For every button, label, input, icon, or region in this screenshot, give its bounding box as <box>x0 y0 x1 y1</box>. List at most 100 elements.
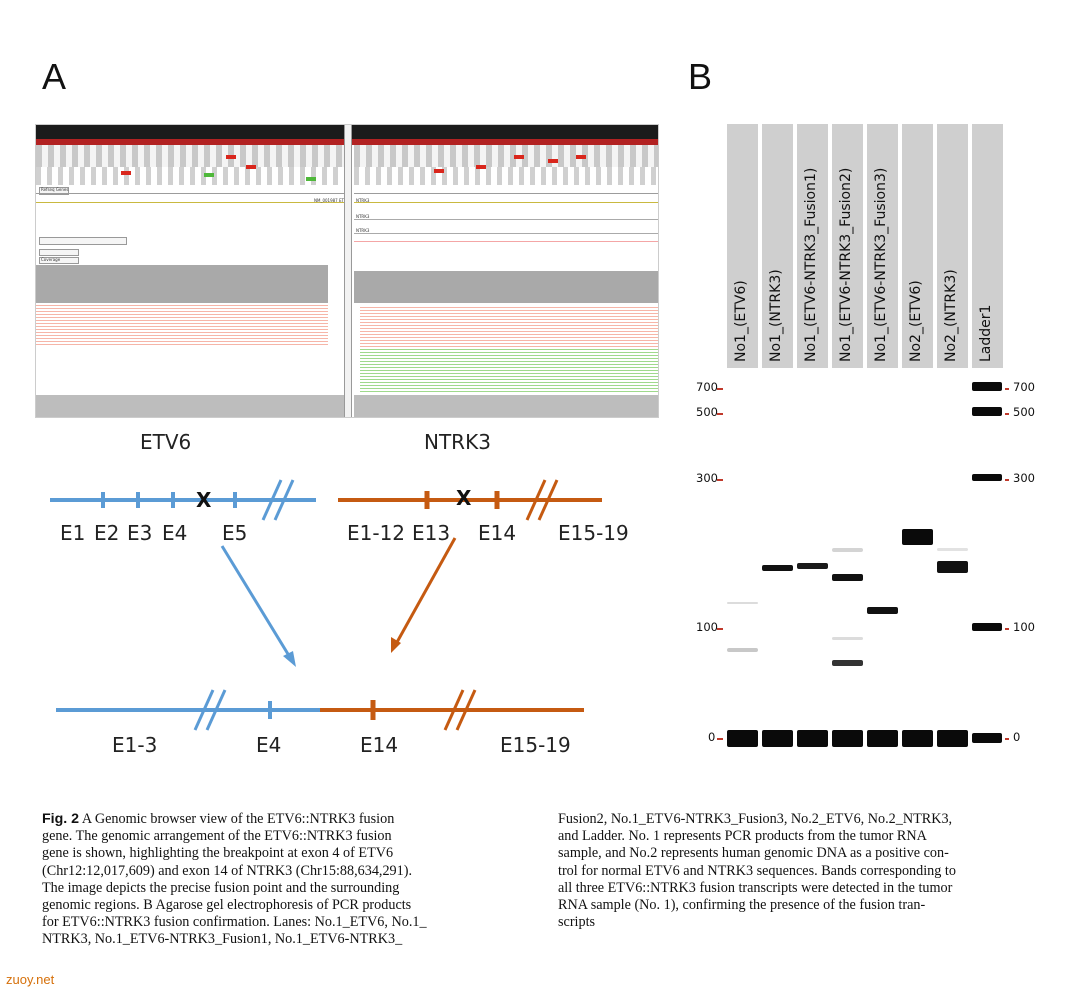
ladder-label: 700 <box>1013 380 1035 394</box>
translation-track-left <box>36 167 344 185</box>
track-label: Coverage <box>41 257 61 262</box>
lane-header <box>867 124 898 368</box>
exon-label: E13 <box>412 521 451 545</box>
coverage-track-right <box>354 271 658 303</box>
sequence-track-left <box>36 145 344 167</box>
caption-line: Fig. 2 A Genomic browser view of the ETV… <box>42 811 522 828</box>
fusion-exon-label: E15-19 <box>500 733 571 757</box>
fusion-schematic <box>50 479 602 731</box>
variant-mark <box>576 155 586 159</box>
size-tick <box>717 388 723 390</box>
ntrk3-break-symbol <box>525 479 547 521</box>
ladder-band <box>972 474 1002 481</box>
caption-line: sample, and No.2 represents human genomi… <box>558 845 949 862</box>
lane-label: No2_(NTRK3) <box>943 269 959 362</box>
caption-line: gene. The genomic arrangement of the ETV… <box>42 828 392 845</box>
band-fusion3 <box>867 607 898 614</box>
track-separator <box>354 193 658 194</box>
gene-title-etv6: ETV6 <box>140 430 192 454</box>
browser-footer-right <box>354 395 658 417</box>
exon-label: E1-12 <box>347 521 406 545</box>
variant-mark <box>476 165 486 169</box>
lane-label: No1_(ETV6-NTRK3_Fusion1) <box>803 167 819 362</box>
size-tick <box>717 413 723 415</box>
etv6-breakpoint-mark: X <box>196 488 212 512</box>
caption-line: NTRK3, No.1_ETV6-NTRK3_Fusion1, No.1_ETV… <box>42 931 403 948</box>
variant-mark <box>434 169 444 173</box>
track-label-box <box>39 257 79 264</box>
caption-line: all three ETV6::NTRK3 fusion transcripts… <box>558 879 953 896</box>
band-fusion1 <box>797 563 828 569</box>
track-label: Refseq Genes <box>41 187 69 192</box>
fusion-break-symbol <box>455 689 477 731</box>
size-tick <box>717 738 723 740</box>
genome-browser-view: Refseq Genes NM_001987 ETV6 NTRK3 NTRK3 … <box>35 124 659 418</box>
gene-label-ntrk3: NTRK3 <box>356 228 370 233</box>
lane-label: No1_(ETV6) <box>733 280 749 362</box>
track-separator <box>36 193 344 194</box>
coverage-track-left <box>36 265 328 303</box>
lane-header <box>832 124 863 368</box>
band-primer-dimer <box>867 730 898 747</box>
gene-line-ntrk3 <box>354 202 658 203</box>
variant-mark <box>204 173 214 177</box>
size-marker: 700 <box>696 380 718 394</box>
reads-track-right <box>360 307 658 347</box>
browser-footer-left <box>36 395 344 417</box>
translation-track-right <box>354 167 658 185</box>
band-etv6-control <box>902 529 933 545</box>
exon-label: E4 <box>162 521 188 545</box>
gel-image <box>725 372 1005 756</box>
caption-line: gene is shown, highlighting the breakpoi… <box>42 845 394 862</box>
etv6-break-symbol <box>261 479 283 521</box>
caption-line: and Ladder. No. 1 represents PCR product… <box>558 828 927 845</box>
band-ntrk3-control <box>937 561 968 573</box>
ladder-band <box>972 382 1002 391</box>
caption-line: scripts <box>558 914 596 931</box>
panel-label-b: B <box>688 56 713 97</box>
watermark: zuoy.net <box>6 972 55 987</box>
ladder-label: 0 <box>1013 730 1021 744</box>
lane-header <box>902 124 933 368</box>
faint-band <box>727 602 758 604</box>
caption-line: RNA sample (No. 1), confirming the prese… <box>558 897 926 914</box>
variant-mark <box>121 171 131 175</box>
caption-line: (Chr12:12,017,609) and exon 14 of NTRK3 … <box>42 862 413 879</box>
gene-line-ntrk3 <box>354 233 658 234</box>
lane-label: Ladder1 <box>978 304 994 362</box>
ladder-band <box>972 623 1002 631</box>
lane-header <box>797 124 828 368</box>
size-tick <box>717 628 723 630</box>
caption-right: Fusion2, No.1_ETV6-NTRK3_Fusion3, No.2_E… <box>558 811 1044 931</box>
exon-label: E15-19 <box>558 521 629 545</box>
track-label-box <box>39 237 127 245</box>
band-fusion2 <box>832 574 863 581</box>
gene-label-etv6: NM_001987 ETV6 <box>314 198 350 203</box>
track-label-box <box>39 249 79 256</box>
ladder-label: 100 <box>1013 620 1035 634</box>
caption-text: A Genomic browser view of the ETV6::NTRK… <box>81 811 395 827</box>
gene-line-etv6 <box>36 202 344 203</box>
gene-label-ntrk3: NTRK3 <box>356 214 370 219</box>
exon-label: E14 <box>478 521 517 545</box>
browser-split-divider <box>344 125 352 417</box>
size-tick <box>1003 628 1009 630</box>
exon-label: E1 <box>60 521 86 545</box>
size-marker: 100 <box>696 620 718 634</box>
exon-label: E3 <box>127 521 153 545</box>
ntrk3-arrowhead <box>391 637 401 653</box>
figure-label: Fig. 2 <box>42 811 80 827</box>
gene-label-ntrk3: NTRK3 <box>356 198 370 203</box>
reads-track-left <box>36 305 328 347</box>
ladder-band <box>972 407 1002 416</box>
etv6-break-symbol <box>273 479 295 521</box>
caption-line: Fusion2, No.1_ETV6-NTRK3_Fusion3, No.2_E… <box>558 811 953 827</box>
size-tick <box>1003 738 1009 740</box>
lane-header <box>937 124 968 368</box>
band-ntrk3 <box>762 565 793 571</box>
faint-band <box>832 637 863 640</box>
band-primer-dimer <box>902 730 933 747</box>
fusion-break-symbol <box>443 689 465 731</box>
size-tick <box>1003 479 1009 481</box>
ntrk3-break-symbol <box>537 479 559 521</box>
